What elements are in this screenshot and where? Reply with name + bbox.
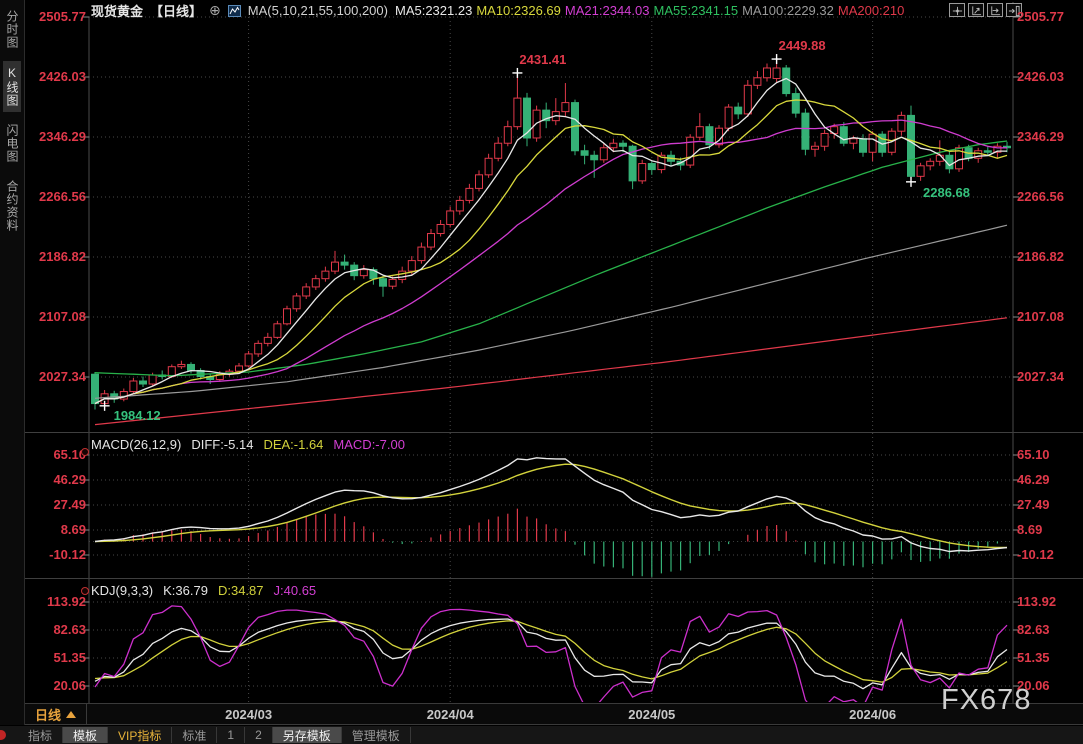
kdj-axis-label: 82.63 <box>1017 621 1050 637</box>
bottom-tab-2[interactable]: 模板 <box>63 727 109 743</box>
price-axis-label: 2505.77 <box>1017 9 1064 24</box>
kdj-axis-label: 51.35 <box>53 649 86 665</box>
period-quick-button[interactable]: 日线 <box>25 704 87 724</box>
macd-axis-label: 46.29 <box>1017 472 1050 487</box>
add-indicator-icon[interactable]: ⊕ <box>209 2 221 18</box>
macd-axis-label: 27.49 <box>1017 496 1050 512</box>
scale-time-axis-icon[interactable] <box>987 3 1003 17</box>
macd-dea-value: DEA:-1.64 <box>263 437 324 452</box>
sidebar-item-3[interactable]: 闪电图 <box>5 124 19 163</box>
kdj-axis-label: 51.35 <box>1017 649 1050 665</box>
kdj-axis-label: 113.92 <box>1017 594 1057 609</box>
period-label: 日线 <box>34 707 61 723</box>
macd-axis-label: -10.12 <box>49 546 86 562</box>
kdj-d-value: D:34.87 <box>217 583 264 598</box>
macd-header: MACD(26,12,9) DIFF:-5.14 DEA:-1.64 MACD:… <box>91 437 405 452</box>
sidebar-item-2[interactable]: K线图 <box>3 61 21 112</box>
triangle-up-icon <box>66 710 76 718</box>
kdj-header: KDJ(9,3,3) K:36.79 D:34.87 J:40.65 <box>91 583 316 598</box>
price-axis-label: 2027.34 <box>39 369 86 384</box>
bottom-tab-4[interactable]: 标准 <box>172 727 218 743</box>
date-label: 2024/04 <box>426 707 474 722</box>
price-annotation: 2431.41 <box>519 51 567 67</box>
kdj-name: KDJ(9,3,3) <box>91 583 154 598</box>
date-label: 2024/05 <box>628 707 676 722</box>
price-axis-label: 2266.56 <box>1017 189 1064 204</box>
ma-value-3: MA21:2344.03 <box>564 3 650 18</box>
sidebar-item-1[interactable]: 分时图 <box>5 10 19 49</box>
macd-diff-value: DIFF:-5.14 <box>191 437 254 452</box>
price-axis-label: 2426.03 <box>39 69 86 84</box>
bottom-toolbar: 指标 模板 VIP指标 标准 1 2 另存模板 管理模板 <box>0 726 1083 744</box>
price-annotation: 2449.88 <box>778 38 826 54</box>
bottom-tab-6[interactable]: 2 <box>245 727 273 743</box>
macd-name: MACD(26,12,9) <box>91 437 182 452</box>
macd-axis-label: 8.69 <box>1017 521 1043 537</box>
macd-macd-value: MACD:-7.00 <box>333 437 405 452</box>
jump-to-latest-icon[interactable] <box>1006 3 1022 17</box>
date-label: 2024/06 <box>849 707 897 722</box>
price-axis-label: 2426.03 <box>1017 69 1064 84</box>
macd-axis-label: 65.10 <box>1017 447 1050 462</box>
bottom-tab-1[interactable]: 指标 <box>18 727 64 743</box>
indicator-chart-icon <box>227 4 241 17</box>
candles-layer <box>91 59 1011 410</box>
watermark: FX678 <box>941 684 1032 716</box>
date-label: 2024/03 <box>225 707 273 722</box>
price-axis-label: 2107.08 <box>1017 309 1064 324</box>
macd-axis-label: 65.10 <box>53 447 86 462</box>
price-axis-label: 2186.82 <box>39 249 86 264</box>
bottom-tab-8[interactable]: 管理模板 <box>342 727 411 743</box>
kdj-layer <box>94 605 1008 702</box>
ma-group-label: MA(5,10,21,55,100,200) <box>247 3 388 18</box>
ma-value-5: MA100:2229.32 <box>742 3 834 18</box>
ma-value-1: MA5:2321.23 <box>394 3 473 18</box>
macd-layer <box>94 457 1008 577</box>
kdj-k-value: K:36.79 <box>163 583 208 598</box>
price-axis-label: 2186.82 <box>1017 249 1064 264</box>
bottom-tab-5[interactable]: 1 <box>217 727 246 743</box>
gridlines <box>89 16 1013 708</box>
bottom-tab-3[interactable]: VIP指标 <box>108 727 173 743</box>
kdj-panel-settings-icon[interactable] <box>81 587 89 595</box>
macd-axis-label: 27.49 <box>53 496 86 512</box>
price-annotation: 2286.68 <box>923 184 970 200</box>
price-axis-label: 2107.08 <box>39 309 86 324</box>
instrument-title: 现货黄金 <box>91 4 144 19</box>
ma-value-6: MA200:210 <box>837 3 905 18</box>
ma-lines-layer <box>94 77 1008 426</box>
bottom-tab-7[interactable]: 另存模板 <box>272 727 342 743</box>
price-axis-label: 2027.34 <box>1017 369 1064 384</box>
macd-axis-label: 8.69 <box>60 521 86 537</box>
scale-price-axis-icon[interactable] <box>968 3 984 17</box>
price-annotation: 1984.12 <box>113 407 161 423</box>
annotation-markers <box>99 54 916 411</box>
sidebar-item-4[interactable]: 合约资料 <box>5 180 19 232</box>
price-axis-label: 2266.56 <box>39 189 86 204</box>
kdj-j-value: J:40.65 <box>273 583 317 598</box>
panel-frame <box>25 2 1083 703</box>
ma-value-4: MA55:2341.15 <box>653 3 739 18</box>
ma-values: MA5:2321.23 MA10:2326.69 MA21:2344.03 MA55:… <box>395 3 908 18</box>
macd-axis-label: 46.29 <box>53 472 86 487</box>
ma-value-2: MA10:2326.69 <box>476 3 561 18</box>
price-axis-label: 2505.77 <box>39 9 86 24</box>
date-axis: 日线 2024/03 2024/04 2024/05 2024/06 <box>25 703 1083 725</box>
price-axis-label: 2346.29 <box>1017 129 1064 144</box>
record-dot-icon <box>0 730 6 740</box>
price-axis-label: 2346.29 <box>39 129 86 144</box>
sidebar: 分时图 K线图闪电图合约资料 <box>0 0 25 725</box>
macd-axis-label: -10.12 <box>1017 546 1054 562</box>
kdj-axis-label: 113.92 <box>46 594 86 609</box>
kdj-axis-label: 20.06 <box>53 677 86 693</box>
chart-toolbar <box>949 3 1022 17</box>
period-selector[interactable]: 【日线】 <box>150 4 203 19</box>
kdj-axis-label: 82.63 <box>53 621 86 637</box>
chart-header: 现货黄金 【日线】 ⊕ MA(5,10,21,55,100,200) MA5:2… <box>91 2 908 19</box>
pan-crosshair-icon[interactable] <box>949 3 965 17</box>
macd-panel-settings-icon[interactable] <box>81 448 89 456</box>
kdj-axis-label: 20.06 <box>1017 677 1050 693</box>
